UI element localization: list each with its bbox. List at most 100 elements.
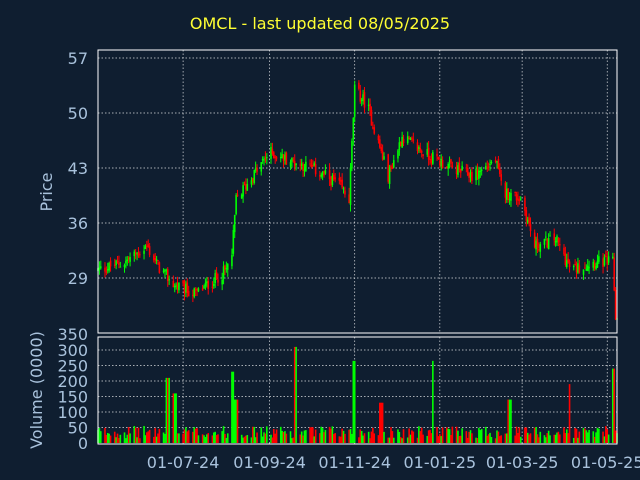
candle-body <box>529 224 532 232</box>
candle-body <box>391 167 394 169</box>
volume-bar <box>342 430 345 443</box>
volume-bar <box>455 426 458 443</box>
volume-bar <box>479 430 482 443</box>
volume-bar <box>305 430 307 443</box>
candle-body <box>260 162 263 172</box>
volume-bar <box>312 427 314 443</box>
volume-bar <box>445 427 448 443</box>
x-tick-label: 01-01-25 <box>404 453 477 472</box>
candle-body <box>274 156 276 158</box>
candle-body <box>194 289 197 291</box>
volume-bar <box>243 436 246 443</box>
volume-bar <box>535 426 537 443</box>
volume-bar <box>397 429 399 443</box>
candle-body <box>243 184 246 186</box>
candle-body <box>193 288 196 297</box>
volume-bar <box>139 438 141 443</box>
volume-bar <box>108 433 110 443</box>
candle-body <box>349 167 352 205</box>
candle-body <box>412 139 415 141</box>
candle-body <box>310 165 313 167</box>
candle-body <box>299 164 302 166</box>
candle-body <box>271 148 274 154</box>
volume-bar <box>496 430 498 443</box>
volume-bar <box>126 434 129 443</box>
candle-body <box>539 244 542 252</box>
candle-body <box>362 94 364 102</box>
candle-body <box>168 279 170 281</box>
volume-bar <box>289 431 292 443</box>
volume-bar <box>309 427 311 443</box>
volume-bar <box>137 427 140 443</box>
candle-body <box>211 286 214 288</box>
volume-bar <box>572 437 575 443</box>
candle-body <box>338 177 341 181</box>
candle-body <box>440 158 443 167</box>
volume-bar <box>299 434 302 443</box>
volume-bar <box>207 433 210 443</box>
volume-bar <box>476 438 479 443</box>
volume-bar <box>331 426 334 443</box>
volume-bar <box>469 430 472 443</box>
volume-bar <box>510 399 512 443</box>
candle-body <box>99 266 102 269</box>
volume-bar <box>254 437 257 443</box>
volume-bar <box>439 434 441 443</box>
candle-body <box>439 160 441 166</box>
candle-body <box>416 142 419 151</box>
candle-body <box>303 169 306 171</box>
volume-bar <box>164 433 166 443</box>
candle-body <box>282 154 285 161</box>
candle-body <box>390 165 392 167</box>
candle-body <box>367 104 370 106</box>
volume-bar <box>235 399 237 443</box>
volume-bar <box>388 437 391 443</box>
candle-body <box>185 283 187 293</box>
candle-body <box>147 244 150 247</box>
volume-bar <box>173 393 176 443</box>
volume-bar <box>266 426 268 443</box>
candle-body <box>577 263 579 273</box>
volume-bar <box>582 428 585 443</box>
volume-bar <box>486 435 489 443</box>
candle-body <box>606 257 609 264</box>
candle-body <box>533 232 536 248</box>
candle-body <box>486 167 489 169</box>
volume-bar <box>118 438 120 443</box>
candle-body <box>314 164 317 175</box>
volume-panel-frame <box>97 336 618 445</box>
candle-body <box>505 188 508 200</box>
volume-bar <box>416 437 419 443</box>
volume-bar <box>612 368 614 443</box>
volume-bar <box>260 427 263 443</box>
candle-body <box>612 256 614 259</box>
volume-tick-label: 250 <box>57 357 88 376</box>
volume-bar <box>461 428 463 443</box>
candle-body <box>207 281 210 290</box>
volume-bar <box>497 431 500 443</box>
candle-body <box>176 283 179 290</box>
volume-bar <box>193 427 196 443</box>
volume-bar <box>155 436 158 443</box>
candle-body <box>98 267 101 270</box>
candle-body <box>155 259 158 262</box>
volume-bar <box>391 431 394 443</box>
volume-bar <box>271 437 274 443</box>
candle-body <box>490 161 493 163</box>
candle-body <box>331 175 334 185</box>
candle-body <box>399 142 402 147</box>
candle-body <box>291 157 293 162</box>
candle-body <box>240 194 243 199</box>
volume-bar <box>119 434 122 443</box>
candle-body <box>478 170 480 179</box>
candle-body <box>468 173 470 178</box>
candle-body <box>115 260 117 266</box>
grid-lines <box>98 50 617 444</box>
volume-bar <box>436 426 438 443</box>
volume-bar <box>592 431 595 443</box>
candle-body <box>246 183 249 191</box>
volume-bar <box>500 435 503 443</box>
candle-body <box>235 194 237 215</box>
volume-bar <box>459 435 462 443</box>
